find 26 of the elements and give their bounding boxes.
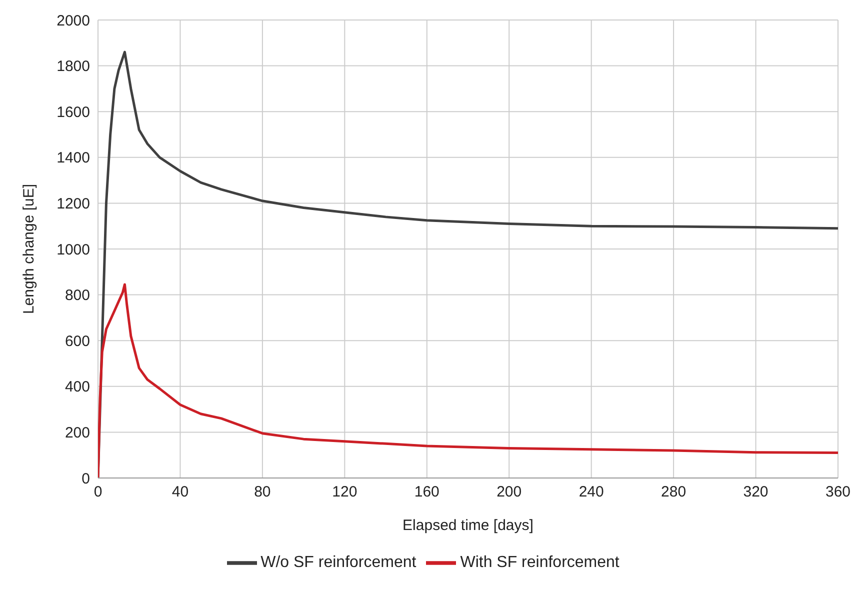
y-axis-title: Length change [uE] [20, 184, 38, 314]
line-series [98, 283, 838, 478]
x-tick-label: 120 [332, 484, 358, 501]
y-tick-label: 1800 [56, 58, 90, 76]
y-tick-label: 2000 [56, 12, 90, 30]
x-tick-label: 160 [414, 484, 440, 501]
legend-label: With SF reinforcement [460, 554, 620, 572]
y-tick-label: 600 [64, 332, 90, 350]
y-tick-label: 400 [64, 378, 90, 396]
x-tick-label: 0 [94, 484, 102, 501]
x-tick-label: 240 [578, 484, 604, 501]
y-tick-label: 1200 [56, 196, 90, 213]
x-axis-title: Elapsed time [days] [402, 517, 534, 534]
y-tick-label: 0 [82, 470, 90, 488]
y-tick-label: 1600 [56, 104, 90, 121]
x-tick-label: 280 [661, 484, 686, 501]
x-tick-label: 320 [743, 484, 768, 501]
y-tick-label: 1400 [56, 150, 90, 167]
x-tick-label: 40 [172, 484, 189, 501]
x-tick-label: 360 [825, 484, 851, 501]
x-tick-label: 200 [496, 484, 522, 501]
legend-label: W/o SF reinforcement [260, 554, 416, 572]
x-tick-label: 80 [254, 484, 271, 501]
y-tick-label: 800 [64, 287, 90, 304]
y-tick-label: 1000 [56, 241, 90, 258]
y-tick-label: 200 [64, 424, 90, 442]
